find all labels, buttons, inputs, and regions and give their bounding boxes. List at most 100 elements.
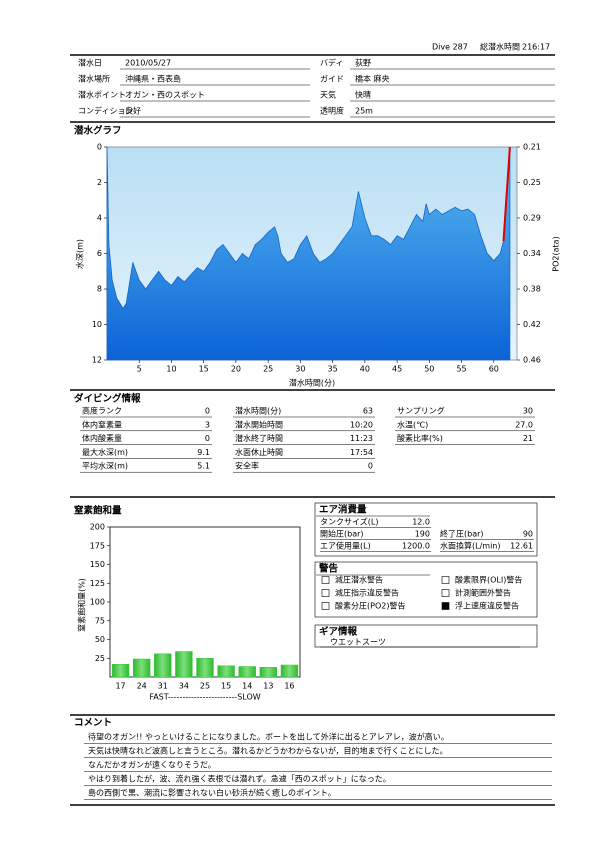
field-value: オガン・西のスポット	[125, 90, 205, 100]
field-label: コンディション	[78, 106, 133, 116]
info-label: 体内窒素量	[82, 419, 122, 429]
warning-label: 酸素分圧(PO2)警告	[335, 601, 405, 611]
field-label: 潜水場所	[78, 74, 110, 84]
x-tick-label: 35	[328, 365, 338, 374]
x-tick-label: 10	[166, 365, 176, 374]
bar	[217, 665, 235, 678]
x-tick-label: 16	[284, 682, 294, 691]
warning-label: 減圧潜水警告	[335, 575, 383, 585]
air-label: タンクサイズ(L)	[320, 517, 378, 527]
field-label: ガイド	[320, 74, 344, 84]
field-value: 荻野	[355, 58, 371, 68]
y-tick-label: 6	[97, 249, 102, 258]
field-label: バディ	[320, 58, 343, 68]
field-value: 橋本 麻央	[355, 74, 390, 84]
x-axis-label: FAST------------------------SLOW	[149, 693, 260, 702]
y-tick-label: 175	[90, 541, 105, 550]
comment-line: なんだかオガンが遠くなりそうだ。	[88, 760, 216, 770]
air-value: 90	[523, 530, 533, 539]
y-tick-label: 200	[90, 523, 105, 532]
info-label: サンプリング	[397, 406, 445, 416]
y2-tick-label: 0.29	[523, 214, 541, 223]
x-tick-label: 34	[179, 682, 189, 691]
info-label: 安全率	[235, 461, 259, 471]
y-tick-label: 125	[90, 579, 105, 588]
x-tick-label: 45	[392, 365, 402, 374]
y-axis-label: 水深(m)	[75, 239, 85, 269]
checkbox	[321, 602, 330, 610]
x-tick-label: 50	[424, 365, 434, 374]
field-value: 沖縄県・西表島	[125, 74, 181, 84]
x-tick-label: 5	[137, 365, 142, 374]
info-label: 最大水深(m)	[82, 447, 128, 457]
info-label: 水面休止時間	[235, 447, 283, 457]
total-time: 216:17	[522, 43, 550, 52]
y-tick-label: 50	[95, 635, 105, 644]
field-value: 快晴	[355, 90, 371, 100]
comment-line: 島の西側で黒、潮流に影響されない白い砂浜が続く癒しのポイント。	[88, 788, 336, 798]
y2-tick-label: 0.21	[523, 143, 541, 152]
warning-label: 減圧指示違反警告	[335, 588, 399, 598]
info-value: 9.1	[197, 448, 210, 457]
x-axis-label: 潜水時間(分)	[289, 378, 335, 388]
info-label: 酸素比率(%)	[397, 433, 443, 443]
info-value: 0	[205, 434, 210, 443]
warning-label: 計測範囲外警告	[455, 588, 511, 598]
y2-axis-label: PO2(ata)	[552, 236, 561, 271]
bar	[175, 651, 193, 678]
total-label: 総潜水時間	[480, 42, 520, 52]
gear-item: ウエットスーツ	[330, 638, 386, 647]
y-tick-label: 150	[90, 560, 105, 569]
air-value: 1200.0	[402, 542, 430, 551]
air-label: 開始圧(bar)	[320, 529, 364, 539]
box-title: ギア情報	[319, 626, 358, 638]
y-tick-label: 100	[90, 598, 105, 607]
field-label: 天気	[320, 90, 336, 100]
info-label: 潜水終了時間	[235, 433, 283, 443]
y-axis-label: 窒素飽和量(%)	[77, 578, 87, 632]
info-value: 0	[368, 462, 373, 471]
depth-area	[106, 146, 511, 361]
x-tick-label: 14	[242, 682, 252, 691]
y2-tick-label: 0.25	[523, 178, 541, 187]
warning-label: 酸素限界(OLI)警告	[455, 575, 522, 585]
y-tick-label: 75	[95, 616, 105, 625]
info-value: 30	[523, 407, 533, 416]
bar	[154, 653, 172, 678]
section-title: ダイビング情報	[74, 393, 141, 405]
air-label: 水面換算(L/min)	[440, 541, 500, 551]
x-tick-label: 17	[115, 682, 125, 691]
checkbox	[441, 576, 450, 584]
section-title: 窒素飽和量	[74, 505, 122, 517]
x-tick-label: 15	[221, 682, 231, 691]
bar	[132, 658, 151, 678]
comment-line: やはり到着したが，波、流れ強く表根では潜れず。急遽「西のスポット」になった。	[88, 774, 391, 784]
x-tick-label: 25	[200, 682, 210, 691]
y-tick-label: 8	[97, 285, 102, 294]
y-tick-label: 25	[95, 654, 105, 663]
x-tick-label: 31	[158, 682, 168, 691]
y-tick-label: 12	[92, 356, 102, 365]
bar	[259, 667, 278, 678]
air-label: エア使用量(L)	[320, 541, 371, 551]
info-value: 21	[523, 434, 533, 443]
comment-line: 待望のオガン!! やっといけることになりました。ボートを出して外洋に出るとアレア…	[88, 732, 449, 742]
x-tick-label: 40	[360, 365, 370, 374]
x-tick-label: 60	[489, 365, 499, 374]
box-title: 警告	[319, 563, 339, 575]
info-value: 0	[205, 407, 210, 416]
field-label: 潜水ポイント	[78, 90, 126, 100]
x-tick-label: 20	[231, 365, 241, 374]
checkbox	[321, 576, 330, 584]
y2-tick-label: 0.34	[523, 249, 541, 258]
info-value: 11:23	[350, 434, 373, 443]
checkbox	[321, 589, 330, 597]
y-tick-label: 10	[92, 320, 102, 329]
air-value: 12.61	[510, 542, 533, 551]
field-label: 透明度	[320, 106, 344, 116]
bar	[280, 664, 299, 678]
section-title: コメント	[74, 718, 112, 729]
dive-number: Dive 287	[432, 43, 468, 52]
